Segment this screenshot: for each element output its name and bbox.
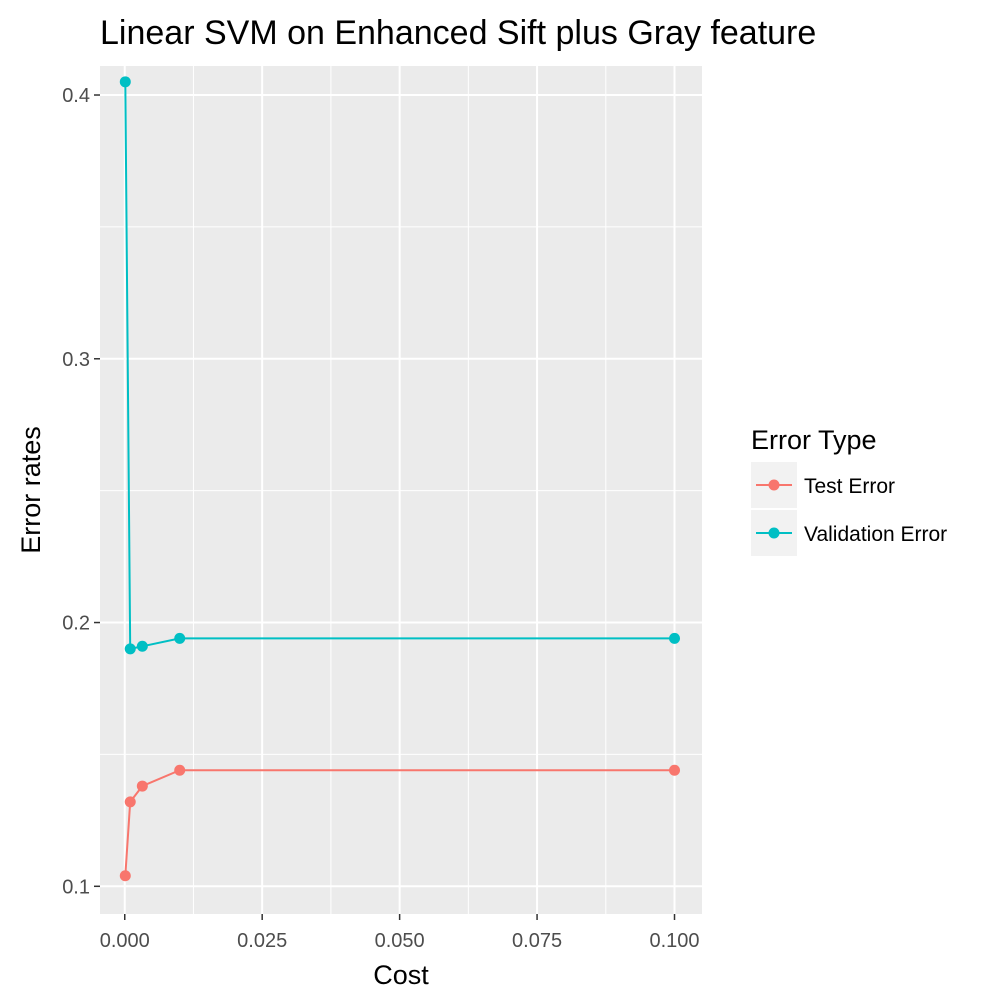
legend-key-point <box>768 479 780 491</box>
data-point <box>119 870 131 882</box>
legend-label: Test Error <box>804 475 895 498</box>
y-tick-label: 0.1 <box>62 876 90 898</box>
series-layer <box>119 76 681 882</box>
major-gridlines <box>100 66 702 914</box>
legend: Test Error Validation Error <box>751 462 947 556</box>
data-point <box>124 643 136 655</box>
legend-title: Error Type <box>751 425 877 455</box>
data-point <box>124 796 136 808</box>
x-axis-title: Cost <box>373 960 429 990</box>
x-tick-label: 0.000 <box>100 930 150 952</box>
x-tick-label: 0.050 <box>375 930 425 952</box>
data-point <box>136 780 148 792</box>
data-point <box>119 76 131 88</box>
x-axis: 0.000 0.025 0.050 0.075 0.100 <box>100 914 700 952</box>
data-point <box>136 640 148 652</box>
chart-title: Linear SVM on Enhanced Sift plus Gray fe… <box>100 14 816 52</box>
x-tick-label: 0.075 <box>512 930 562 952</box>
y-tick-label: 0.2 <box>62 613 90 635</box>
plot-panel <box>100 66 702 914</box>
x-tick-label: 0.025 <box>237 930 287 952</box>
y-tick-label: 0.4 <box>62 85 90 107</box>
y-axis-title: Error rates <box>16 426 46 554</box>
legend-key-point <box>768 527 780 539</box>
x-tick-label: 0.100 <box>649 930 699 952</box>
y-tick-label: 0.3 <box>62 349 90 371</box>
data-point <box>174 632 186 644</box>
data-point <box>669 632 681 644</box>
minor-gridlines <box>100 66 702 914</box>
y-axis: 0.1 0.2 0.3 0.4 <box>62 85 100 898</box>
data-point <box>669 764 681 776</box>
legend-label: Validation Error <box>804 523 947 546</box>
data-point <box>174 764 186 776</box>
